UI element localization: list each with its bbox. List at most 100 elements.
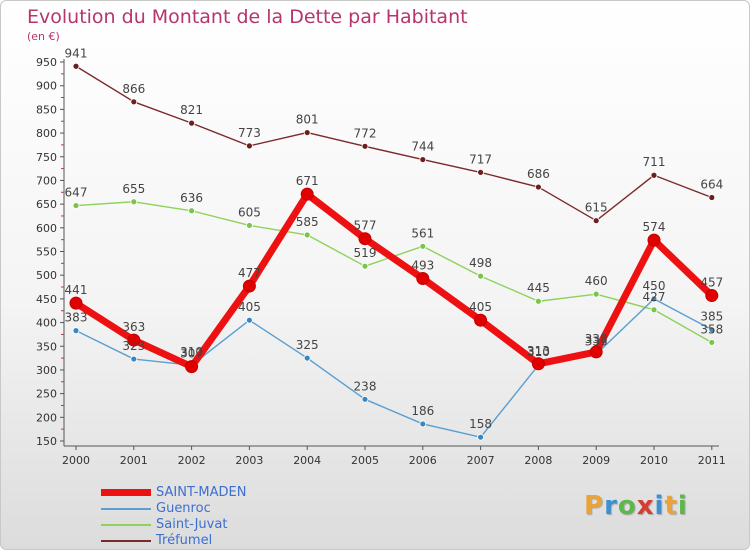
data-label-guenroc: 385 — [700, 310, 723, 324]
data-label-saint-juvat: 561 — [411, 226, 434, 240]
data-label-saint-maden: 405 — [469, 300, 492, 314]
data-point-guenroc — [708, 326, 716, 334]
data-point-saint-maden — [647, 233, 661, 247]
legend-item-saint-maden: SAINT-MADEN — [101, 485, 341, 501]
series-line-trefumel — [75, 65, 713, 222]
y-tick-label: 250 — [36, 388, 57, 401]
data-point-saint-juvat — [650, 306, 658, 314]
data-label-trefumel: 744 — [411, 140, 434, 154]
data-point-saint-maden — [705, 289, 719, 303]
data-point-saint-juvat — [361, 262, 369, 270]
data-label-saint-maden: 363 — [122, 320, 145, 334]
data-label-trefumel: 717 — [469, 152, 492, 166]
data-label-trefumel: 772 — [354, 126, 377, 140]
y-tick-label: 150 — [36, 435, 57, 448]
logo-letter: t — [664, 491, 678, 521]
y-tick-label: 650 — [36, 198, 57, 211]
data-point-guenroc — [130, 355, 138, 363]
data-label-guenroc: 405 — [238, 300, 261, 314]
logo-letter: P — [584, 491, 605, 521]
data-point-saint-maden — [69, 296, 83, 310]
data-label-guenroc: 310 — [527, 345, 550, 359]
data-point-guenroc — [245, 316, 253, 324]
y-tick-label: 750 — [36, 151, 57, 164]
data-label-saint-juvat: 655 — [122, 182, 145, 196]
y-tick-label: 300 — [36, 364, 57, 377]
data-point-saint-juvat — [72, 202, 80, 209]
x-tick-label: 2000 — [62, 454, 90, 467]
data-label-trefumel: 866 — [122, 82, 145, 96]
chart-title: Evolution du Montant de la Dette par Hab… — [27, 6, 468, 28]
legend-swatch-guenroc — [101, 508, 151, 510]
logo-letter: o — [617, 491, 637, 521]
data-point-trefumel — [419, 156, 427, 163]
data-label-trefumel: 821 — [180, 103, 203, 117]
chart-unit-label: (en €) — [27, 30, 60, 43]
proxiti-logo: Proxiti — [584, 491, 688, 521]
x-tick-label: 2001 — [120, 454, 148, 467]
legend-swatch-saint-juvat — [101, 524, 151, 526]
x-tick-label: 2003 — [235, 454, 263, 467]
data-label-trefumel: 664 — [700, 177, 723, 191]
y-tick-label: 400 — [36, 317, 57, 330]
legend-item-trefumel: Tréfumel — [101, 533, 341, 549]
data-point-guenroc — [419, 420, 427, 428]
data-point-guenroc — [650, 295, 658, 303]
data-point-saint-juvat — [130, 198, 138, 206]
y-tick-label: 600 — [36, 222, 57, 235]
data-point-saint-juvat — [477, 272, 485, 280]
data-point-guenroc — [477, 433, 485, 441]
data-label-saint-maden: 493 — [411, 259, 434, 273]
data-label-saint-maden: 477 — [238, 266, 261, 280]
logo-letter: x — [636, 491, 655, 521]
data-point-guenroc — [303, 354, 311, 362]
logo-letter: i — [654, 491, 665, 521]
data-point-saint-maden — [242, 279, 256, 293]
data-point-saint-maden — [185, 360, 199, 374]
data-label-trefumel: 686 — [527, 167, 550, 181]
data-point-guenroc — [361, 395, 369, 403]
legend-label-guenroc: Guenroc — [156, 501, 211, 516]
series-line-saint-juvat — [75, 201, 713, 344]
y-tick-label: 550 — [36, 246, 57, 259]
legend-item-guenroc: Guenroc — [101, 501, 341, 517]
data-label-saint-juvat: 636 — [180, 191, 203, 205]
x-tick-label: 2004 — [293, 454, 321, 467]
data-point-trefumel — [72, 62, 80, 70]
legend-item-saint-juvat: Saint-Juvat — [101, 517, 341, 533]
x-tick-label: 2008 — [524, 454, 552, 467]
y-tick-label: 800 — [36, 127, 57, 140]
logo-letter: r — [604, 491, 618, 521]
data-label-trefumel: 773 — [238, 126, 261, 140]
data-label-saint-juvat: 427 — [643, 290, 666, 304]
legend-swatch-saint-maden — [101, 489, 151, 496]
data-label-saint-maden: 338 — [585, 332, 608, 346]
data-point-saint-maden — [127, 333, 141, 347]
logo-letter: i — [677, 491, 688, 521]
y-tick-label: 700 — [36, 174, 57, 187]
data-point-trefumel — [477, 168, 485, 176]
data-label-trefumel: 615 — [585, 201, 608, 215]
x-tick-label: 2009 — [582, 454, 610, 467]
data-point-saint-juvat — [535, 297, 542, 305]
data-point-saint-juvat — [245, 222, 253, 229]
data-point-trefumel — [361, 142, 369, 150]
x-tick-label: 2006 — [409, 454, 437, 467]
chart-legend: SAINT-MADEN Guenroc Saint-Juvat Tréfumel — [101, 485, 341, 549]
y-tick-label: 950 — [36, 56, 57, 69]
data-label-saint-juvat: 585 — [296, 215, 319, 229]
x-tick-label: 2002 — [178, 454, 206, 467]
data-label-guenroc: 450 — [643, 279, 666, 293]
data-point-trefumel — [303, 129, 311, 136]
data-label-saint-maden: 577 — [354, 219, 377, 233]
data-label-guenroc: 383 — [65, 311, 88, 325]
data-label-guenroc: 310 — [180, 345, 203, 359]
y-tick-label: 350 — [36, 340, 57, 353]
data-label-saint-juvat: 460 — [585, 274, 608, 288]
data-label-saint-juvat: 647 — [65, 186, 88, 200]
y-tick-label: 500 — [36, 269, 57, 282]
y-tick-label: 850 — [36, 103, 57, 116]
data-label-saint-juvat: 498 — [469, 256, 492, 270]
